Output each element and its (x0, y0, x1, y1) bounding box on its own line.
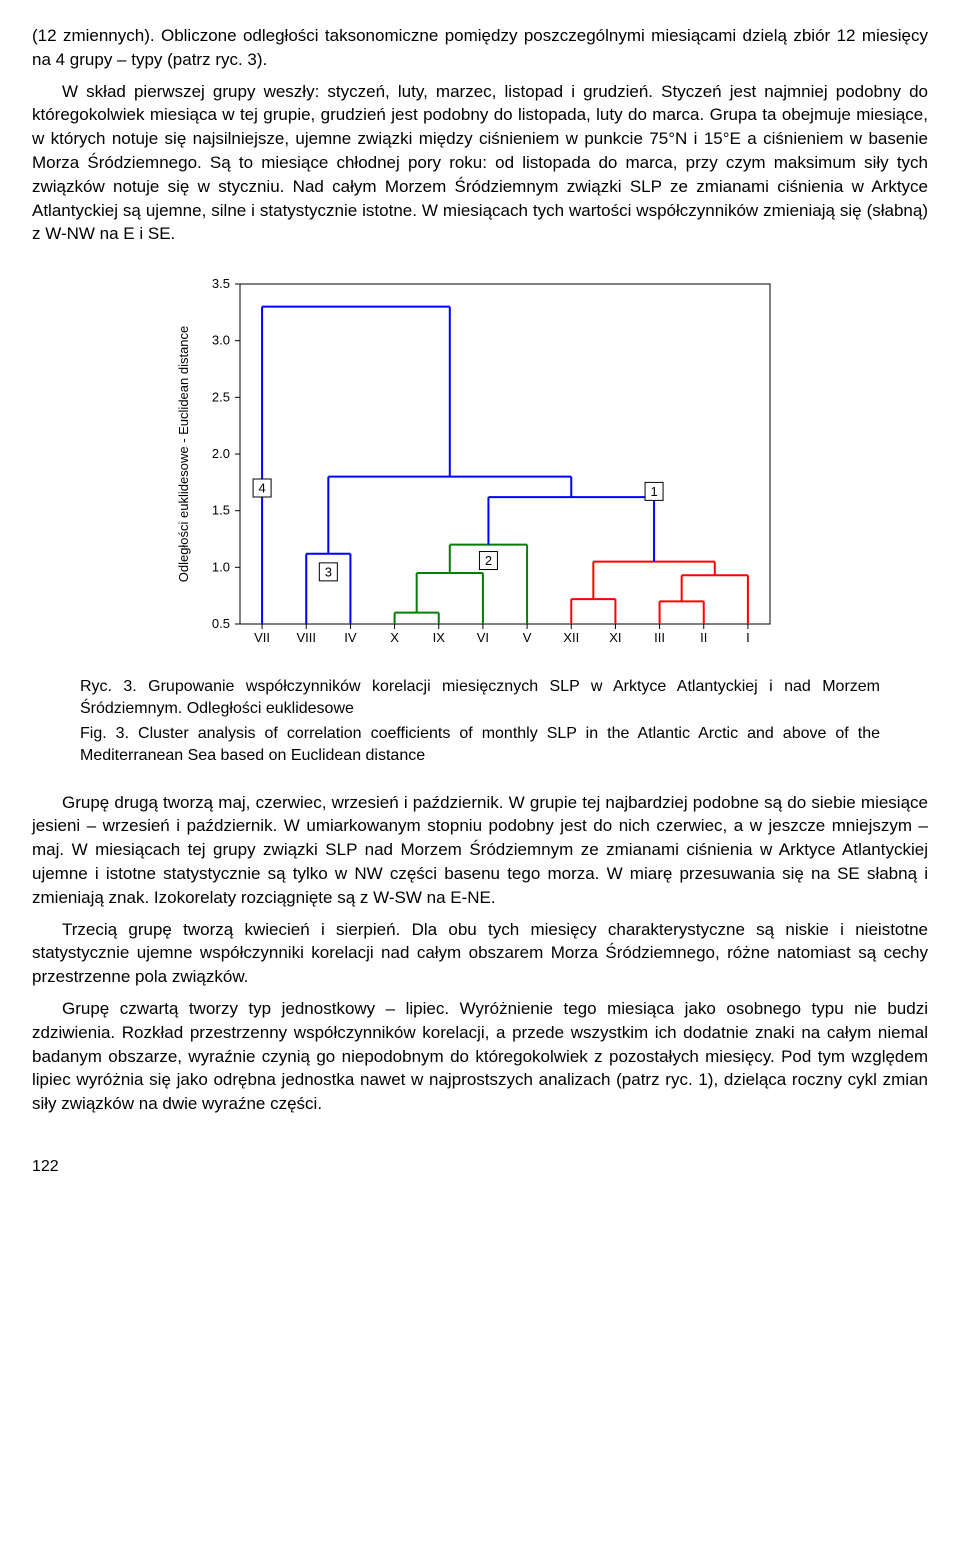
page-number: 122 (32, 1156, 928, 1178)
svg-text:2.5: 2.5 (212, 390, 230, 405)
svg-text:1: 1 (650, 484, 657, 499)
svg-text:Odległości euklidesowe - Eucli: Odległości euklidesowe - Euclidean dista… (176, 326, 191, 583)
svg-text:XII: XII (563, 630, 579, 645)
dendrogram-chart: 0.5 1.0 1.5 2.0 2.5 3.0 3.5 Odległości euklides… (170, 274, 790, 664)
caption-pl: Ryc. 3. Grupowanie współczynników korela… (80, 676, 880, 719)
paragraph-4: Trzecią grupę tworzą kwiecień i sierpień… (32, 918, 928, 989)
caption-en: Fig. 3. Cluster analysis of correlation … (80, 723, 880, 766)
svg-text:II: II (700, 630, 707, 645)
svg-text:IV: IV (344, 630, 357, 645)
figure-3: 0.5 1.0 1.5 2.0 2.5 3.0 3.5 Odległości euklides… (32, 274, 928, 664)
svg-text:IX: IX (433, 630, 446, 645)
svg-text:VIII: VIII (296, 630, 316, 645)
svg-text:2.0: 2.0 (212, 446, 230, 461)
svg-text:VI: VI (477, 630, 489, 645)
paragraph-5: Grupę czwartą tworzy typ jednostkowy – l… (32, 997, 928, 1116)
svg-text:III: III (654, 630, 665, 645)
svg-text:VII: VII (254, 630, 270, 645)
figure-3-captions: Ryc. 3. Grupowanie współczynników korela… (80, 676, 880, 766)
svg-text:V: V (523, 630, 532, 645)
paragraph-2: W skład pierwszej grupy weszły: styczeń,… (32, 80, 928, 247)
svg-text:1.5: 1.5 (212, 503, 230, 518)
svg-text:4: 4 (258, 481, 265, 496)
paragraph-1: (12 zmiennych). Obliczone odległości tak… (32, 24, 928, 72)
svg-text:XI: XI (609, 630, 621, 645)
svg-text:3.0: 3.0 (212, 333, 230, 348)
svg-text:2: 2 (485, 553, 492, 568)
paragraph-3: Grupę drugą tworzą maj, czerwiec, wrzesi… (32, 791, 928, 910)
svg-text:3: 3 (325, 564, 332, 579)
svg-text:I: I (746, 630, 750, 645)
svg-text:0.5: 0.5 (212, 616, 230, 631)
svg-text:1.0: 1.0 (212, 560, 230, 575)
svg-text:X: X (390, 630, 399, 645)
svg-text:3.5: 3.5 (212, 276, 230, 291)
